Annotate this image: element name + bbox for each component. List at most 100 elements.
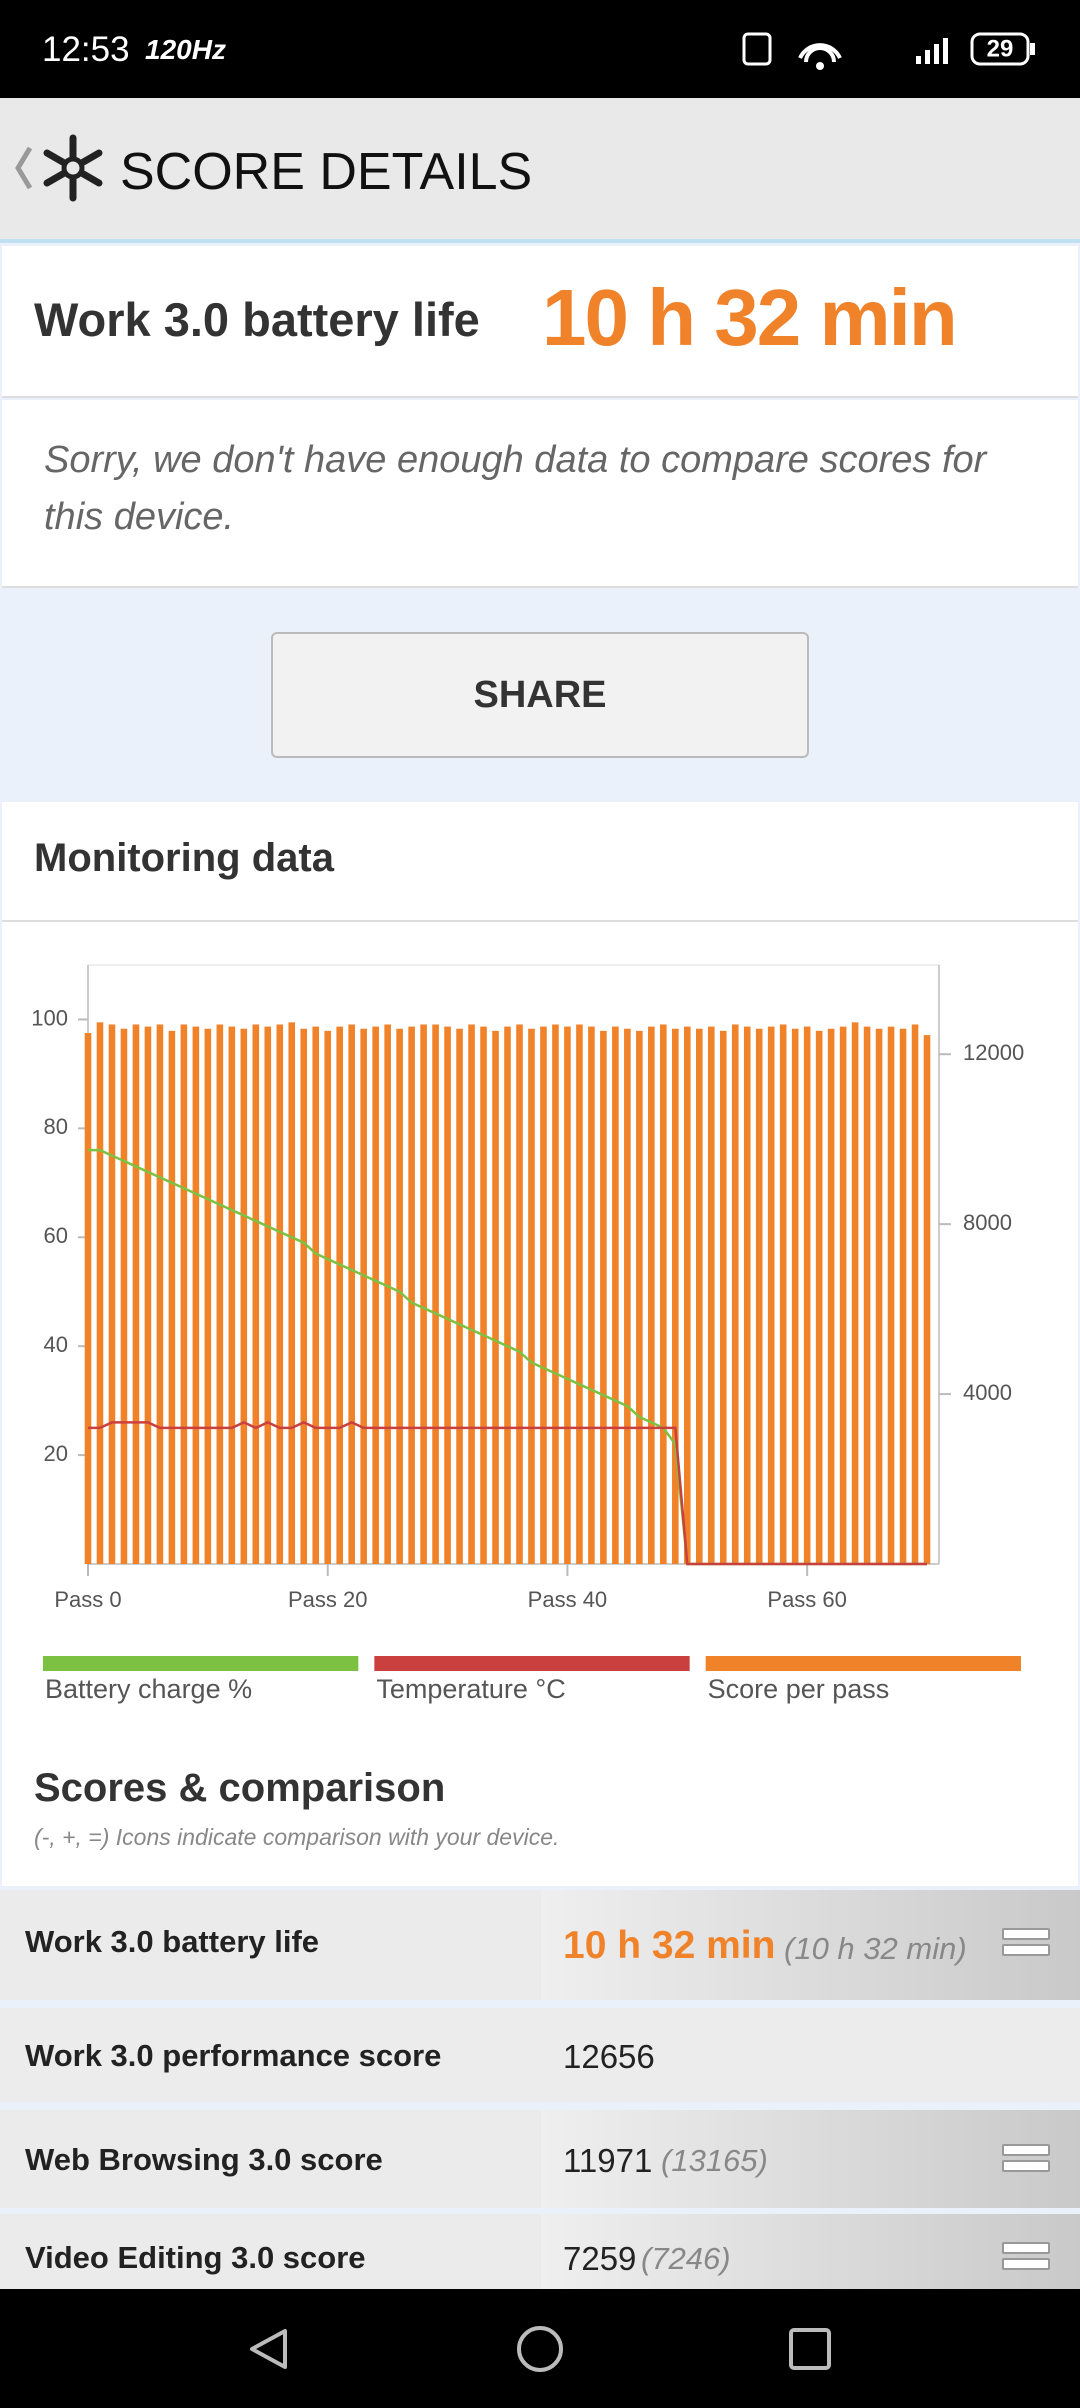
equal-icon (1002, 2242, 1050, 2254)
bar (612, 1026, 619, 1564)
bar (731, 1024, 739, 1564)
y-tick-label: 60 (44, 1223, 68, 1248)
y2-tick-label: 4000 (963, 1380, 1012, 1405)
bar (300, 1028, 308, 1564)
bar (252, 1024, 260, 1564)
bar (839, 1026, 847, 1564)
bar (360, 1028, 367, 1564)
score-value: 11971 (563, 2142, 653, 2179)
summary-card: Work 3.0 battery life 10 h 32 min (2, 246, 1078, 398)
bar (660, 1024, 667, 1564)
score-value: 10 h 32 min (563, 1924, 776, 1967)
note-card: Sorry, we don't have enough data to comp… (2, 400, 1078, 588)
chart: 20 40 60 80 100 4000 8000 12000 Pass 0 Pass 20 Pas… (31, 964, 1024, 1704)
bar (719, 1030, 727, 1564)
bar (851, 1022, 859, 1564)
x-tick-label: Pass 0 (54, 1587, 121, 1612)
score-name: Work 3.0 battery life (25, 1924, 320, 1959)
score-name: Web Browsing 3.0 score (25, 2142, 383, 2177)
bar (120, 1028, 128, 1564)
bar (600, 1030, 607, 1564)
share-button[interactable]: SHARE (271, 632, 809, 758)
y2-tick-label: 12000 (963, 1040, 1024, 1065)
legend-swatch (43, 1656, 359, 1671)
status-icons: 29 (742, 32, 1035, 70)
bar (552, 1024, 559, 1564)
bar (755, 1028, 763, 1564)
bar (827, 1028, 835, 1564)
bar (911, 1024, 919, 1564)
scores-title: Scores & comparison (34, 1766, 446, 1810)
bar (456, 1028, 463, 1564)
x-tick-label: Pass 40 (528, 1587, 608, 1612)
bar (923, 1035, 931, 1564)
bar (504, 1026, 511, 1564)
bar (168, 1030, 176, 1564)
bar (336, 1026, 344, 1564)
bar (815, 1030, 823, 1564)
x-tick-label: Pass 60 (767, 1587, 847, 1612)
bar (108, 1024, 116, 1564)
monitoring-title: Monitoring data (34, 836, 334, 880)
score-value: 12656 (563, 2038, 655, 2075)
bar (576, 1024, 583, 1564)
score-comparison: (10 h 32 min) (784, 1931, 967, 1966)
bar (324, 1030, 332, 1564)
bar (803, 1026, 811, 1564)
score-value-cell: 7259 (7246) (541, 2214, 1080, 2289)
bar (492, 1030, 499, 1564)
scores-subtitle: (-, +, =) Icons indicate comparison with… (34, 1824, 560, 1850)
x-tick-label: Pass 20 (288, 1587, 368, 1612)
bar (564, 1026, 571, 1564)
bar (480, 1026, 487, 1564)
legend-label: Temperature °C (376, 1674, 565, 1704)
home-button[interactable] (517, 2326, 563, 2372)
note-text: Sorry, we don't have enough data to comp… (44, 439, 987, 538)
bar (432, 1024, 439, 1564)
legend-swatch (705, 1656, 1021, 1671)
clock: 12:53 (42, 30, 130, 69)
bar (156, 1024, 164, 1564)
score-value-cell: 10 h 32 min (10 h 32 min) (541, 1890, 1080, 2000)
bar (96, 1022, 104, 1564)
bar (84, 1032, 92, 1564)
bar (875, 1028, 883, 1564)
bar (779, 1024, 787, 1564)
equal-icon (1002, 1928, 1050, 1940)
recents-button[interactable] (789, 2328, 831, 2370)
header-icons[interactable] (8, 133, 118, 203)
bar (624, 1028, 631, 1564)
legend-label: Battery charge % (45, 1674, 252, 1704)
summary-value: 10 h 32 min (542, 273, 958, 362)
bar (396, 1028, 403, 1564)
score-row: Web Browsing 3.0 score 11971 (13165) (0, 2110, 1080, 2208)
score-name: Work 3.0 performance score (25, 2038, 442, 2073)
score-comparison: (7246) (641, 2241, 731, 2276)
equal-icon (1002, 2144, 1050, 2156)
bar (672, 1028, 679, 1564)
bar (276, 1024, 284, 1564)
equal-icon (1002, 2160, 1050, 2172)
bar (408, 1026, 415, 1564)
score-name: Video Editing 3.0 score (25, 2240, 366, 2275)
battery-level: 29 (987, 35, 1014, 62)
y-tick-label: 40 (44, 1332, 68, 1357)
bar (743, 1026, 751, 1564)
y-tick-label: 100 (31, 1005, 68, 1030)
bar (695, 1028, 703, 1564)
navigation-bar (0, 2289, 1080, 2408)
bar (887, 1026, 895, 1564)
line (88, 1421, 928, 1566)
bar (312, 1026, 320, 1564)
back-button[interactable] (250, 2329, 287, 2369)
summary-label: Work 3.0 battery life (34, 293, 480, 346)
bar (192, 1026, 200, 1564)
bar (348, 1024, 355, 1564)
bar (648, 1026, 655, 1564)
bar (588, 1026, 595, 1564)
bar (899, 1028, 907, 1564)
bar (228, 1026, 236, 1564)
bar (420, 1024, 427, 1564)
score-row: Work 3.0 performance score 12656 (0, 2008, 1080, 2102)
